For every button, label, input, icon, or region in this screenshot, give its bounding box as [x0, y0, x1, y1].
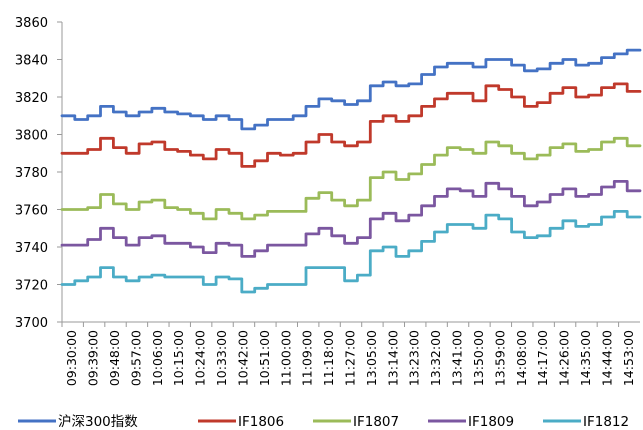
series-lines	[60, 48, 642, 294]
legend-label-0: 沪深300指数	[58, 414, 138, 430]
x-tick-label: 09:48:00	[107, 330, 122, 386]
x-tick-label: 13:05:00	[364, 330, 379, 386]
legend-label-2: IF1807	[353, 414, 399, 430]
y-tick-label: 3800	[15, 129, 48, 144]
y-tick-label: 3860	[15, 16, 48, 31]
x-tick-label: 14:17:00	[535, 330, 550, 386]
x-tick-label: 11:18:00	[321, 330, 336, 386]
x-tick-label: 14:26:00	[557, 330, 572, 386]
x-tick-label: 13:14:00	[385, 330, 400, 386]
x-tick-label: 10:33:00	[214, 330, 229, 386]
series-line-3	[60, 180, 642, 258]
x-tick-label: 10:51:00	[257, 330, 272, 386]
x-tick-label: 10:06:00	[150, 330, 165, 386]
x-tick-label: 14:35:00	[578, 330, 593, 386]
series-line-4	[60, 210, 642, 294]
x-tick-label: 14:53:00	[621, 330, 636, 386]
x-tick-label: 09:30:00	[64, 330, 79, 386]
y-tick-label: 3840	[15, 54, 48, 69]
y-tick-label: 3760	[15, 204, 48, 219]
x-tick-label: 14:44:00	[599, 330, 614, 386]
y-tick-label: 3720	[15, 279, 48, 294]
legend-label-3: IF1809	[468, 414, 514, 430]
y-axis: 3700 3720 3740 3760 3780 3800 3820 3840 3860	[15, 16, 63, 331]
legend-label-1: IF1806	[238, 414, 284, 430]
x-tick-label: 10:42:00	[235, 330, 250, 386]
y-tick-label: 3820	[15, 91, 48, 106]
x-tick-label: 11:00:00	[278, 330, 293, 386]
x-tick-label: 14:08:00	[514, 330, 529, 386]
x-tick-label: 11:09:00	[300, 330, 315, 386]
x-tick-label: 10:15:00	[171, 330, 186, 386]
x-axis: 09:30:00 09:39:00 09:48:00 09:57:00 10:06:00…	[61, 321, 640, 386]
y-tick-label: 3780	[15, 166, 48, 181]
y-tick-label: 3700	[15, 316, 48, 331]
x-tick-label: 11:27:00	[343, 330, 358, 386]
x-tick-label: 13:59:00	[492, 330, 507, 386]
y-tick-label: 3740	[15, 241, 48, 256]
series-line-1	[60, 82, 642, 168]
x-tick-label: 13:50:00	[471, 330, 486, 386]
x-tick-label: 10:24:00	[193, 330, 208, 386]
series-line-2	[60, 136, 642, 221]
series-line-0	[60, 48, 642, 131]
x-tick-label: 13:41:00	[450, 330, 465, 386]
x-tick-label: 09:39:00	[86, 330, 101, 386]
x-tick-label: 13:23:00	[407, 330, 422, 386]
legend: 沪深300指数 IF1806 IF1807 IF1809 IF1812	[18, 414, 629, 430]
legend-label-4: IF1812	[583, 414, 629, 430]
x-tick-label: 09:57:00	[128, 330, 143, 386]
x-tick-label: 13:32:00	[428, 330, 443, 386]
